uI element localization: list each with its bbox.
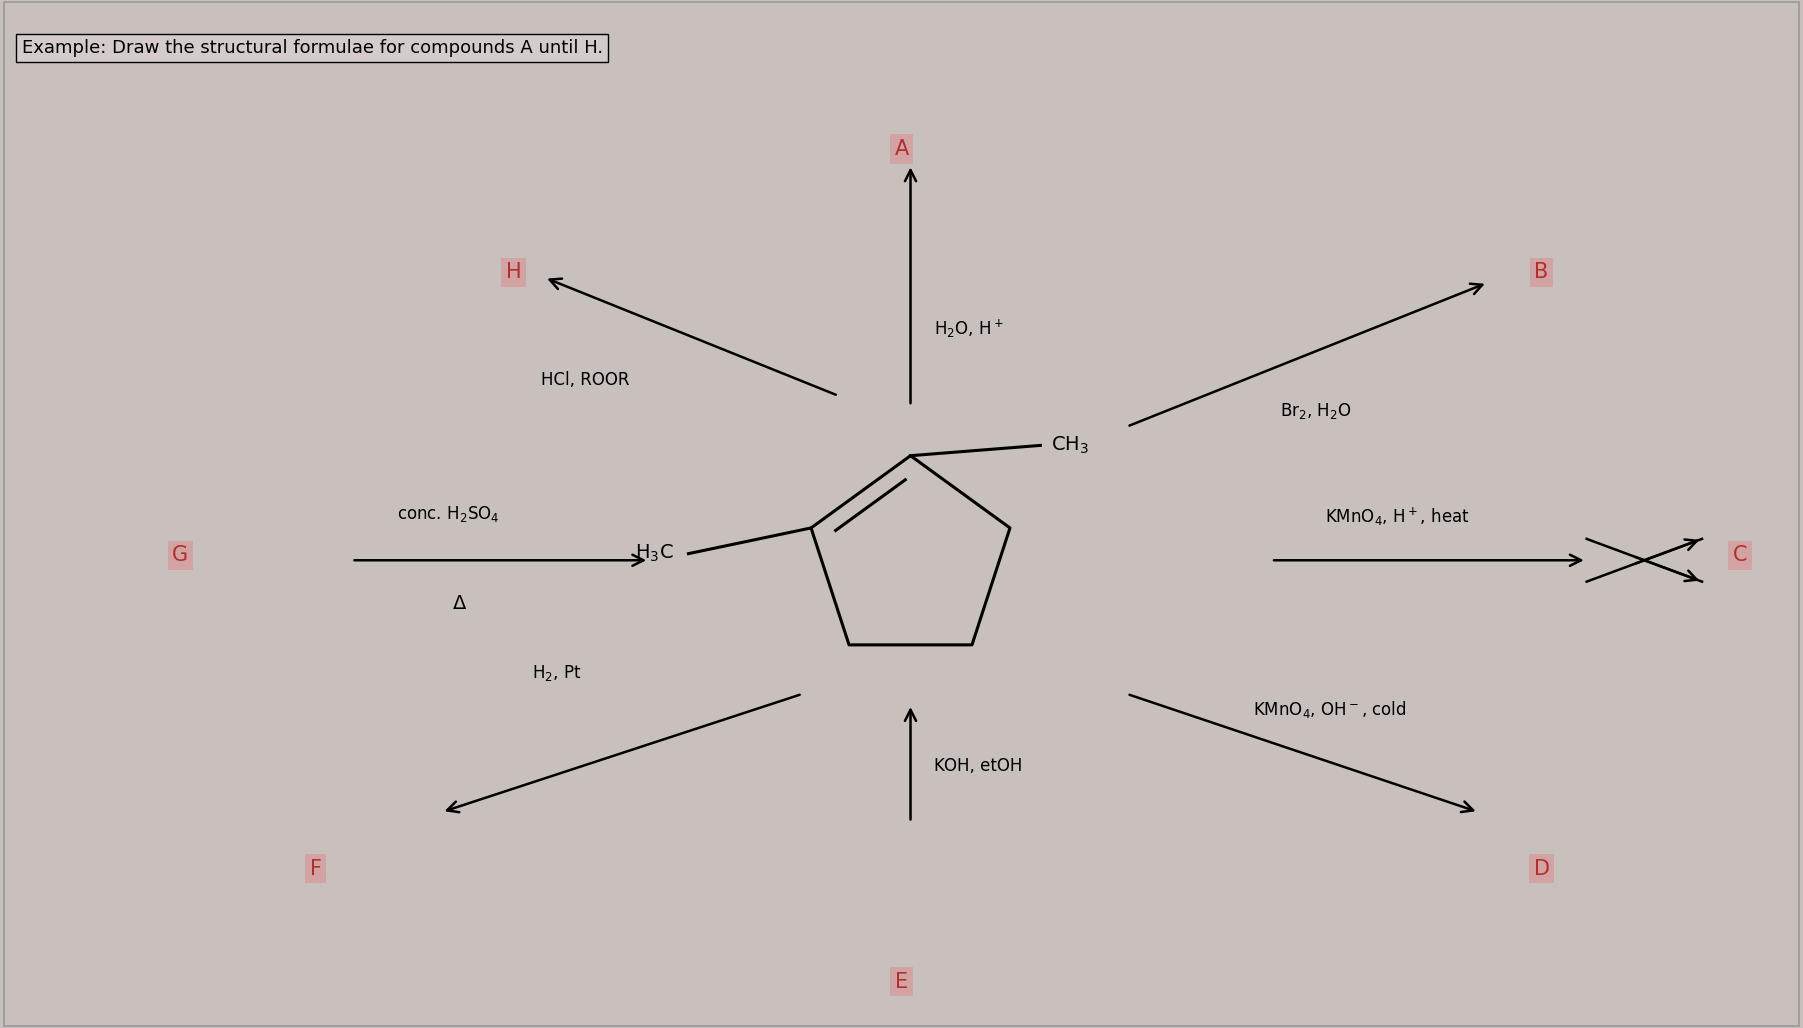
Text: G: G	[173, 545, 188, 565]
Text: Example: Draw the structural formulae for compounds A until H.: Example: Draw the structural formulae fo…	[22, 39, 602, 58]
Text: Br$_2$, H$_2$O: Br$_2$, H$_2$O	[1280, 401, 1352, 421]
Text: H$_3$C: H$_3$C	[635, 543, 674, 564]
Text: H$_2$O, H$^+$: H$_2$O, H$^+$	[934, 318, 1004, 340]
Text: $\Delta$: $\Delta$	[453, 594, 467, 613]
Text: C: C	[1733, 545, 1747, 565]
Text: KMnO$_4$, OH$^-$, cold: KMnO$_4$, OH$^-$, cold	[1253, 699, 1406, 720]
Text: conc. H$_2$SO$_4$: conc. H$_2$SO$_4$	[397, 504, 499, 524]
Text: CH$_3$: CH$_3$	[1051, 435, 1089, 456]
Text: H: H	[507, 262, 521, 283]
Text: F: F	[310, 858, 321, 879]
Text: H$_2$, Pt: H$_2$, Pt	[532, 663, 581, 684]
Text: D: D	[1534, 858, 1549, 879]
Text: E: E	[894, 971, 909, 992]
Text: B: B	[1534, 262, 1549, 283]
Text: A: A	[894, 139, 909, 159]
Text: KOH, etOH: KOH, etOH	[934, 757, 1022, 775]
Text: KMnO$_4$, H$^+$, heat: KMnO$_4$, H$^+$, heat	[1325, 506, 1469, 528]
Text: HCl, ROOR: HCl, ROOR	[541, 371, 629, 390]
